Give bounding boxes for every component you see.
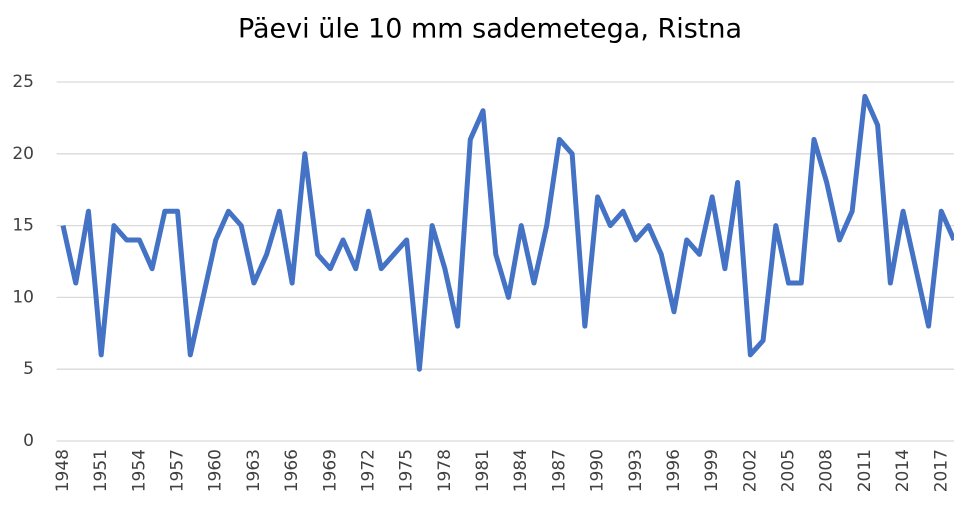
x-tick-label: 2008 [817,449,837,492]
x-tick-label: 1996 [664,449,684,492]
x-tick-label: 1948 [53,449,73,492]
x-tick-label: 1951 [91,449,111,492]
x-tick-label: 2005 [779,449,799,492]
y-tick-label: 5 [23,359,34,379]
x-tick-label: 2002 [740,449,760,492]
x-tick-label: 1978 [435,449,455,492]
chart-title: Päevi üle 10 mm sademetega, Ristna [238,14,742,45]
x-tick-label: 1987 [549,449,569,492]
x-tick-label: 1999 [702,449,722,492]
x-tick-label: 2011 [855,449,875,492]
x-tick-label: 2017 [931,449,951,492]
y-tick-label: 15 [12,216,34,236]
x-tick-label: 1984 [511,449,531,492]
x-tick-label: 1993 [626,449,646,492]
y-tick-label: 0 [23,431,34,451]
x-tick-label: 1966 [282,449,302,492]
x-tick-label: 1972 [358,449,378,492]
y-tick-label: 10 [12,287,34,307]
x-tick-label: 1981 [473,449,493,492]
x-tick-label: 1960 [206,449,226,492]
y-tick-label: 25 [12,72,34,92]
x-tick-label: 1975 [397,449,417,492]
x-tick-label: 1969 [320,449,340,492]
x-tick-label: 2014 [893,449,913,492]
x-tick-label: 1990 [588,449,608,492]
data-line [60,93,954,372]
x-tick-label: 1957 [168,449,188,492]
y-tick-label: 20 [12,144,34,164]
x-tick-label: 1954 [129,449,149,492]
x-tick-label: 1963 [244,449,264,492]
